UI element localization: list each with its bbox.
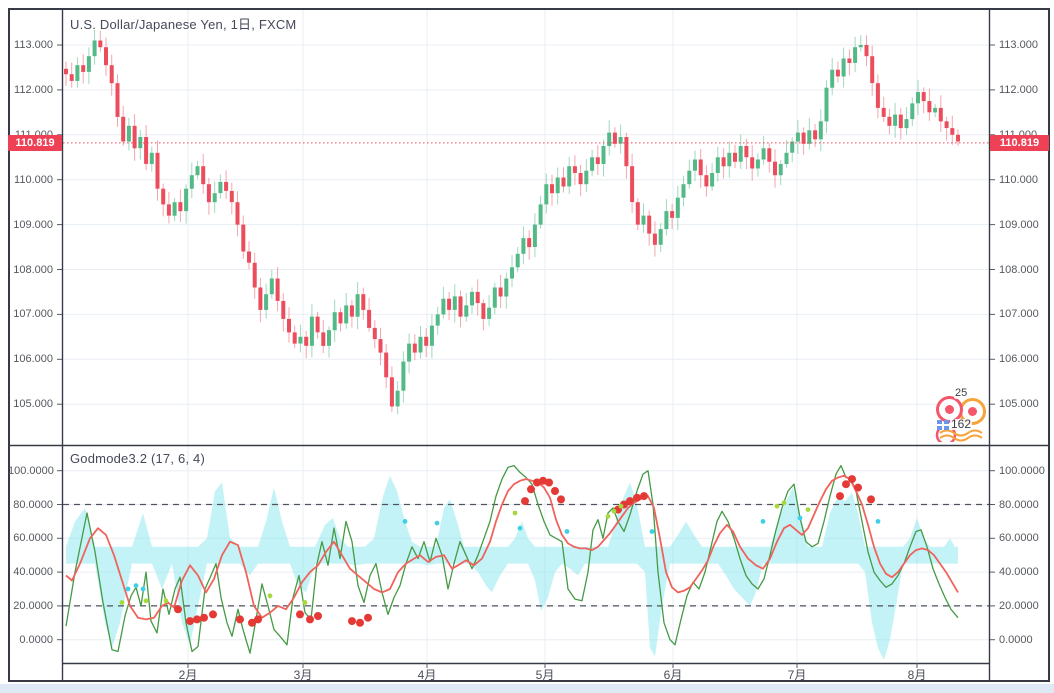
- price-tick-label: 112.000: [999, 83, 1038, 96]
- idea-dot-icon: [968, 407, 977, 416]
- indicator-tick-label: 60.0000: [13, 532, 53, 545]
- indicator-tick-label: 0.0000: [999, 633, 1033, 646]
- price-tick-label: 107.000: [13, 308, 53, 321]
- price-tick-label: 107.000: [999, 308, 1039, 321]
- time-tick-label: 2月: [178, 668, 198, 682]
- price-tick-label: 109.000: [13, 218, 53, 231]
- time-tick-label: 8月: [907, 668, 927, 682]
- time-tick-label: 7月: [787, 668, 807, 682]
- indicator-tick-label: 80.0000: [13, 498, 53, 511]
- time-tick-label: 3月: [293, 668, 313, 682]
- pane-frame-lines: [10, 9, 1048, 682]
- symbol-legend[interactable]: U.S. Dollar/Japanese Yen, 1日, FXCM: [70, 17, 297, 32]
- indicator-tick-label: 100.0000: [8, 464, 54, 477]
- price-tick-label: 112.000: [14, 83, 53, 96]
- indicator-tick-label: 40.0000: [999, 566, 1039, 579]
- indicator-tick-label: 20.0000: [13, 599, 53, 612]
- last-price-badge-right: 110.819: [990, 135, 1049, 151]
- indicator-tick-label: 40.0000: [13, 566, 53, 579]
- idea-circle-icon[interactable]: [936, 396, 963, 423]
- ideas-count-badge[interactable]: 162: [950, 417, 973, 431]
- time-tick-label: 5月: [535, 668, 555, 682]
- price-tick-label: 109.000: [999, 218, 1039, 231]
- time-tick-label: 4月: [417, 668, 437, 682]
- indicator-tick-label: 60.0000: [999, 532, 1039, 545]
- ideas-count-badge[interactable]: 25: [954, 387, 969, 399]
- indicator-tick-label: 80.0000: [999, 498, 1039, 511]
- price-tick-label: 105.000: [13, 398, 53, 411]
- price-tick-label: 108.000: [13, 263, 53, 276]
- chart-widget-border: [8, 8, 1050, 682]
- page-background-strip: [0, 684, 1054, 693]
- price-tick-label: 113.000: [14, 39, 53, 51]
- indicator-tick-label: 0.0000: [19, 633, 53, 646]
- price-tick-label: 110.000: [14, 173, 53, 186]
- price-tick-label: 106.000: [13, 353, 53, 366]
- time-tick-label: 6月: [663, 668, 683, 682]
- idea-dot-icon: [945, 405, 954, 414]
- price-tick-label: 110.000: [999, 173, 1038, 186]
- price-tick-label: 108.000: [999, 263, 1039, 276]
- calendar-grid-icon: [937, 420, 949, 431]
- candlestick-pane[interactable]: [63, 30, 989, 415]
- price-tick-label: 106.000: [999, 353, 1039, 366]
- price-tick-label: 105.000: [999, 398, 1039, 411]
- last-price-badge-left: 110.819: [8, 135, 62, 151]
- indicator-tick-label: 100.0000: [999, 464, 1045, 477]
- ideas-bubble-cluster[interactable]: 25 162: [934, 388, 990, 442]
- indicator-tick-label: 20.0000: [999, 599, 1039, 612]
- indicator-legend[interactable]: Godmode3.2 (17, 6, 4): [70, 451, 205, 466]
- godmode-indicator-pane[interactable]: [63, 464, 989, 660]
- price-tick-label: 113.000: [999, 39, 1038, 51]
